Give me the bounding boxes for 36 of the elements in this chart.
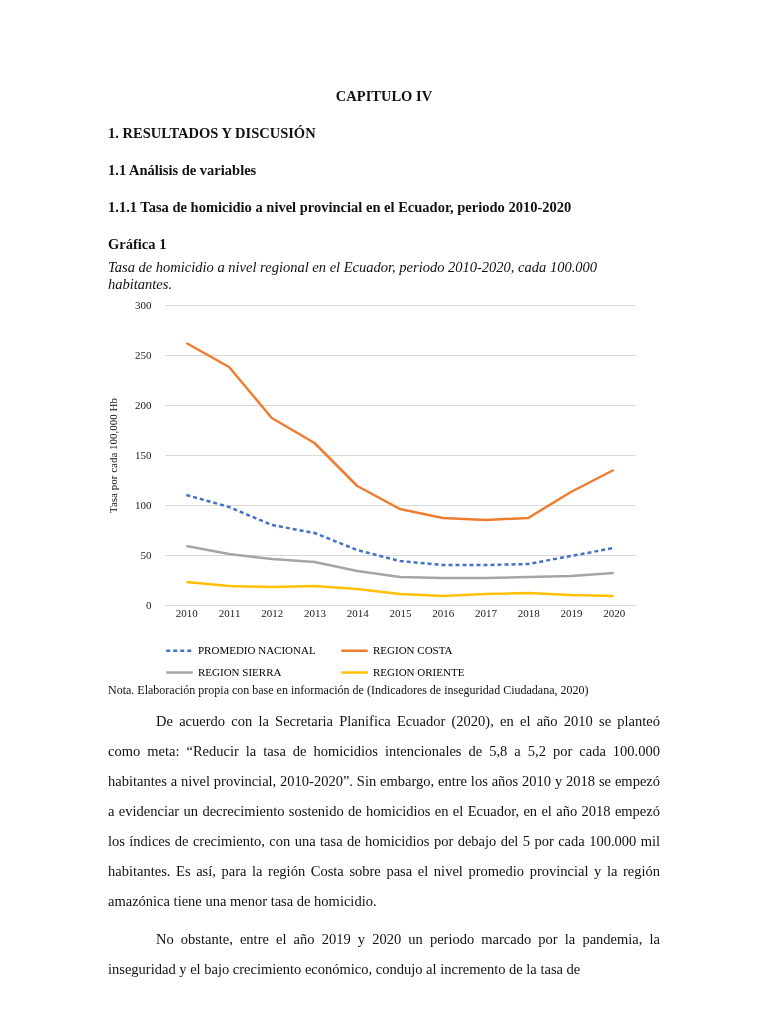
legend-label: REGION SIERRA [198,665,282,678]
x-tick-label: 2015 [389,606,412,619]
text: 1. RESULTADOS Y DISCUSIÓN [108,125,317,142]
line-series [185,341,615,522]
y-tick-label: 250 [135,348,152,361]
chart-subtitle: Tasa de homicidio a nivel regional en el Ecuador, periodo 2010-2020, cada 100.000 habitantes. [108,259,599,294]
text: 1.1 Análisis de variables [108,162,258,179]
chart-title: Gráfica 1 [108,236,168,253]
y-tick-label: 200 [135,398,152,411]
x-tick-label: 2014 [346,606,370,619]
y-axis-title: Tasa por cada 100,000 Hb [107,397,119,513]
legend-label: REGION COSTA [373,643,453,656]
legend-label: PROMEDIO NACIONAL [198,643,316,656]
y-tick-label: 0 [146,598,152,611]
text: CAPITULO IV [334,88,434,105]
text: De acuerdo con la Secretaria Planifica Ecuador (2020), en el año 2010 se planteó como meta: “Reducir la tasa de homicidios intencionales de 5,8 a 5,2 por cada 100.000 habitantes a nivel provincial, 2010-2020”. Sin embargo, entre los años 2010 y 2018 se empezó a evidenciar un decrecimiento sostenido de homicidios en el Ecuador, en el año 2018 empezó los índices de crecimiento, con una tasa de homicidios por debajo del 5 por cada 100.000 mil habitantes. Es así, para la región Costa sobre pasa el nivel promedio provincial y la región amazónica tiene una menor tasa de homicidio. [108,711,660,911]
x-tick-label: 2011 [218,606,241,619]
text: Nota. Elaboración propia con base en información de (Indicadores de inseguridad Ciudadana, 2020) [108,682,590,698]
x-tick-label: 2010 [175,606,199,619]
y-tick-label: 50 [140,548,152,561]
x-tick-label: 2016 [432,606,455,619]
y-tick-label: 300 [135,298,152,311]
text: 1.1.1 Tasa de homicidio a nivel provincial en el Ecuador, periodo 2010-2020 [108,199,573,216]
y-tick-label: 100 [135,498,152,511]
line-series [185,580,615,598]
x-tick-label: 2020 [603,606,626,619]
x-tick-label: 2019 [560,606,583,619]
x-tick-label: 2018 [517,606,541,619]
x-tick-label: 2017 [474,606,498,619]
line-series [185,544,615,580]
y-tick-label: 150 [135,448,152,461]
x-tick-label: 2012 [261,606,284,619]
text: No obstante, entre el año 2019 y 2020 un periodo marcado por la pandemia, la inseguridad y el bajo crecimiento económico, condujo al incremento de la tasa de [108,929,660,979]
x-tick-label: 2013 [304,606,327,619]
line-series [185,493,615,567]
legend-label: REGION ORIENTE [373,665,465,678]
